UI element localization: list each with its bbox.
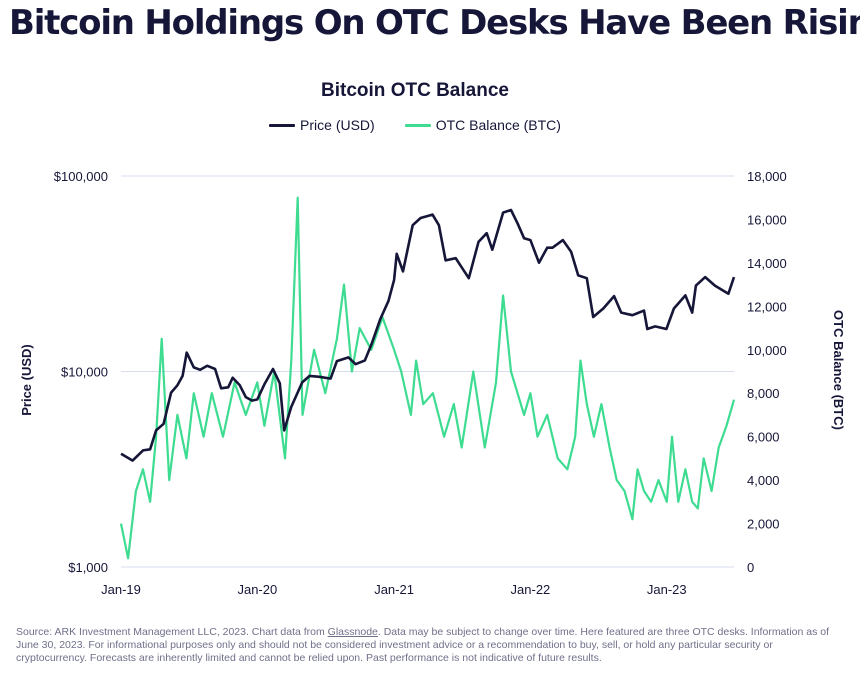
x-tick-label: Jan-22 [511, 582, 551, 597]
otc-series-layer [119, 196, 736, 560]
y-left-axis-title: Price (USD) [19, 344, 34, 416]
source-prefix: Source: ARK Investment Management LLC, 2… [16, 626, 328, 638]
x-tick-label: Jan-20 [237, 582, 277, 597]
y-right-axis-title: OTC Balance (BTC) [831, 310, 846, 430]
legend-item-price: Price (USD) [269, 117, 375, 133]
source-note: Source: ARK Investment Management LLC, 2… [16, 626, 846, 665]
axis-ticks: $1,000 $10,000 $100,000 0 2,000 4,000 6,000 8,0… [54, 169, 787, 597]
x-tick-label: Jan-23 [647, 582, 687, 597]
glassnode-link[interactable]: Glassnode [327, 626, 378, 638]
y-left-tick-label: $100,000 [54, 169, 108, 184]
chart-title: Bitcoin OTC Balance [321, 80, 509, 101]
y-right-tick-label: 0 [747, 560, 754, 575]
headline: Bitcoin Holdings On OTC Desks Have Been … [9, 3, 860, 43]
price-series-layer [120, 208, 736, 462]
price-line [120, 208, 736, 462]
y-right-tick-label: 10,000 [747, 343, 787, 358]
x-tick-label: Jan-21 [374, 582, 414, 597]
y-left-tick-label: $10,000 [61, 365, 108, 380]
legend: Price (USD) OTC Balance (BTC) [0, 117, 830, 133]
y-right-tick-label: 16,000 [747, 212, 787, 227]
y-right-tick-label: 4,000 [747, 473, 780, 488]
legend-label-otc: OTC Balance (BTC) [435, 117, 561, 133]
legend-label-price: Price (USD) [300, 117, 375, 133]
x-tick-label: Jan-19 [101, 582, 141, 597]
y-right-tick-label: 12,000 [747, 299, 787, 314]
legend-swatch-price [269, 123, 296, 127]
legend-swatch-otc [404, 123, 431, 127]
otc-balance-line [119, 196, 736, 560]
legend-item-otc: OTC Balance (BTC) [404, 117, 561, 133]
y-right-tick-label: 2,000 [747, 517, 780, 532]
y-left-tick-label: $1,000 [68, 560, 108, 575]
grid-lines [121, 175, 734, 568]
y-right-tick-label: 18,000 [747, 169, 787, 184]
source-suffix: . Data may be subject to change over tim… [16, 626, 830, 664]
y-right-tick-label: 6,000 [747, 430, 780, 445]
y-right-tick-label: 8,000 [747, 386, 780, 401]
y-right-tick-label: 14,000 [747, 256, 787, 271]
